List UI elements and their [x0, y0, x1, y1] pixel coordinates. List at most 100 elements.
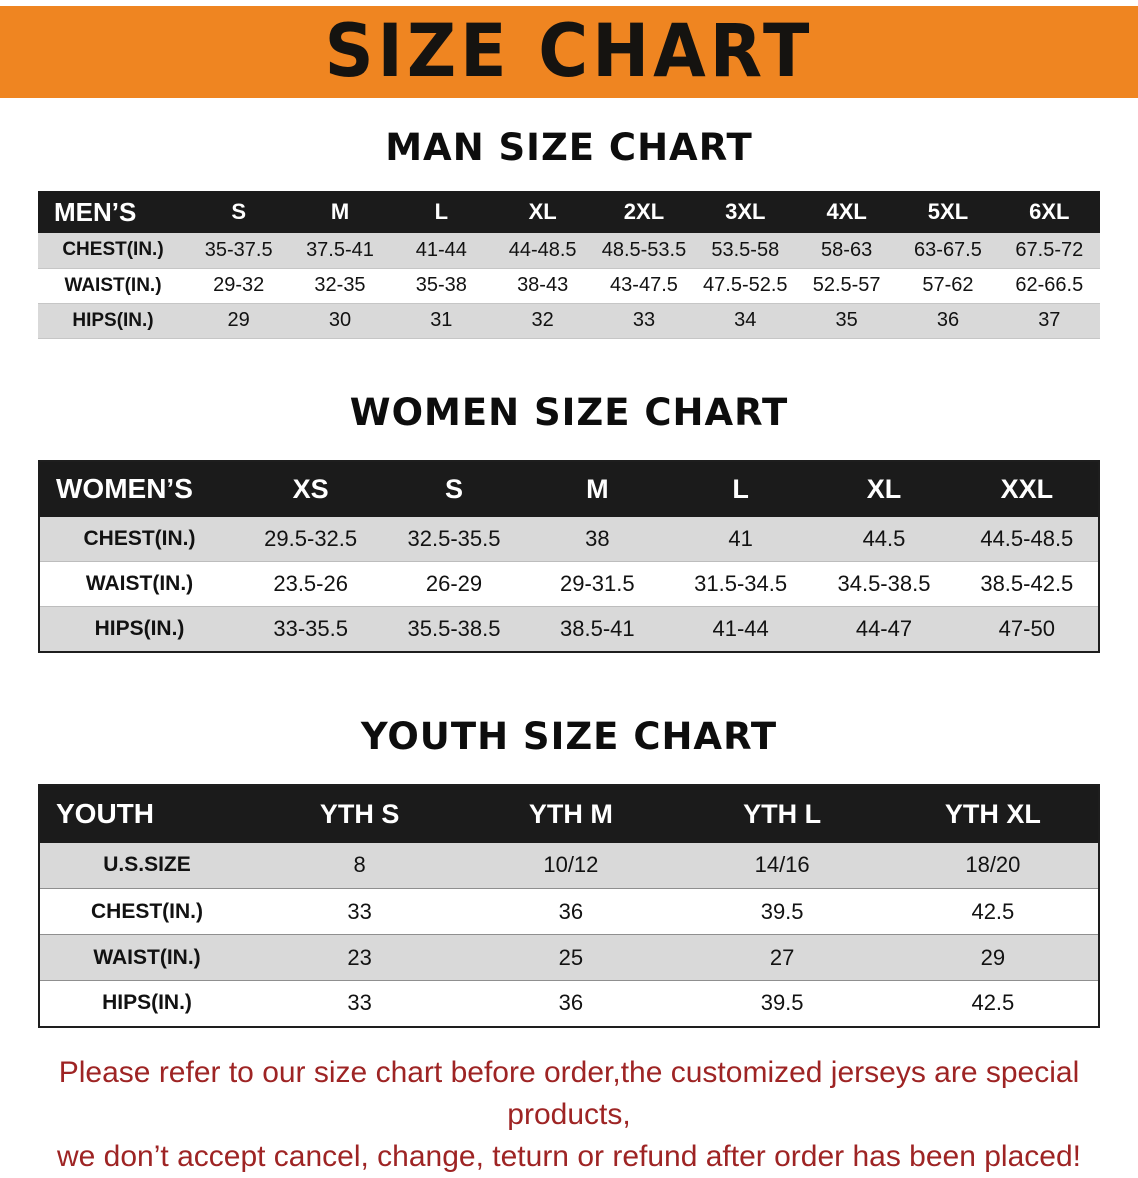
measurement-label: HIPS(IN.)	[72, 309, 154, 331]
size-column-header: XS	[239, 460, 383, 517]
size-value-cell: 53.5-58	[711, 238, 780, 261]
size-value-cell: 35.5-38.5	[407, 615, 501, 641]
size-value-cell: 37	[1038, 309, 1061, 331]
youth-section: YOUTH SIZE CHART YOUTH YTH S YTH M YTH L YTH…	[0, 715, 1138, 1028]
data-row: CHEST(IN.) 35-37.5 37.5-41 41-44 44-48.5 48.5…	[38, 233, 1100, 268]
size-value-cell: 58-63	[821, 238, 873, 261]
size-value-cell: 38-43	[517, 274, 569, 296]
data-row: HIPS(IN.) 29 30 31 32 33 34 35 36 37	[38, 303, 1100, 338]
table-title-cell: MEN’S	[38, 191, 188, 233]
size-column-header: XL	[491, 191, 594, 233]
notice-line-2: we don’t accept cancel, change, teturn o…	[57, 1139, 1081, 1173]
banner: SIZE CHART	[0, 6, 1138, 98]
size-value-cell: 44.5-48.5	[980, 525, 1074, 551]
size-column-header: M	[289, 191, 391, 233]
women-size-table: WOMEN’S XS S M L XL XXL CHEST(IN.) 29.5-32.5 32.5…	[38, 459, 1100, 653]
size-value-cell: 23.5-26	[273, 571, 348, 596]
men-section-heading: MAN SIZE CHART	[385, 126, 753, 169]
header-row: YOUTH YTH S YTH M YTH L YTH XL	[39, 784, 1099, 843]
size-column-header: 2XL	[593, 191, 695, 233]
size-value-cell: 41-44	[712, 615, 769, 641]
size-column-header: S	[188, 191, 290, 233]
size-column-header: 5XL	[897, 191, 999, 233]
data-row: HIPS(IN.) 33-35.5 35.5-38.5 38.5-41 41-44 44-…	[39, 606, 1099, 652]
data-row: U.S.SIZE 8 10/12 14/16 18/20	[39, 842, 1099, 889]
size-value-cell: 32-35	[314, 274, 366, 296]
size-value-cell: 36	[558, 898, 584, 924]
size-value-cell: 52.5-57	[812, 274, 881, 296]
size-column-header: L	[390, 191, 492, 233]
size-value-cell: 29	[980, 944, 1006, 970]
size-column-header: XL	[812, 460, 956, 517]
youth-size-table: YOUTH YTH S YTH M YTH L YTH XL U.S.SIZE 8 10/12…	[38, 783, 1100, 1028]
women-section-heading: WOMEN SIZE CHART	[349, 390, 789, 434]
size-column-header: M	[525, 460, 669, 517]
size-value-cell: 36	[936, 309, 960, 331]
size-value-cell: 35-38	[415, 274, 467, 296]
data-row: WAIST(IN.) 23.5-26 26-29 29-31.5 31.5-34.5 34…	[39, 561, 1099, 607]
size-value-cell: 39.5	[760, 898, 804, 924]
size-column-header: YTH M	[465, 784, 677, 843]
size-column-header: 6XL	[998, 191, 1100, 233]
size-column-header: L	[668, 460, 813, 517]
size-value-cell: 29.5-32.5	[264, 525, 358, 551]
size-value-cell: 8	[353, 852, 366, 878]
size-value-cell: 18/20	[965, 852, 1021, 878]
size-value-cell: 36	[558, 990, 584, 1016]
size-value-cell: 34	[734, 309, 757, 331]
header-row: WOMEN’S XS S M L XL XXL	[39, 460, 1099, 517]
size-value-cell: 35	[835, 309, 858, 331]
size-value-cell: 33	[347, 990, 372, 1016]
size-value-cell: 44-47	[855, 615, 913, 641]
measurement-label: HIPS(IN.)	[102, 991, 192, 1015]
size-value-cell: 27	[769, 944, 795, 970]
data-row: WAIST(IN.) 23 25 27 29	[39, 934, 1099, 981]
table-title-cell: WOMEN’S	[39, 460, 239, 517]
size-value-cell: 26-29	[425, 571, 483, 596]
size-column-header: YTH S	[254, 784, 466, 843]
youth-section-heading: YOUTH SIZE CHART	[360, 714, 778, 758]
order-notice: Please refer to our size chart before or…	[14, 1052, 1124, 1178]
size-value-cell: 42.5	[971, 990, 1015, 1016]
men-section: MAN SIZE CHART MEN’S S M L XL 2XL 3XL 4XL 5XL 6XL…	[0, 126, 1138, 339]
size-value-cell: 33	[347, 898, 372, 924]
data-row: HIPS(IN.) 33 36 39.5 42.5	[39, 980, 1099, 1027]
measurement-label: CHEST(IN.)	[91, 899, 203, 923]
measurement-label: CHEST(IN.)	[62, 239, 164, 261]
size-value-cell: 39.5	[760, 990, 804, 1016]
measurement-label: WAIST(IN.)	[64, 274, 162, 296]
size-value-cell: 14/16	[754, 852, 810, 878]
measurement-label: WAIST(IN.)	[93, 945, 201, 969]
size-value-cell: 41	[728, 525, 753, 551]
data-row: CHEST(IN.) 29.5-32.5 32.5-35.5 38 41 44.5 44.5…	[39, 516, 1099, 562]
size-value-cell: 47-50	[998, 615, 1055, 641]
size-value-cell: 34.5-38.5	[837, 571, 931, 596]
size-value-cell: 44-48.5	[508, 238, 577, 261]
size-value-cell: 32.5-35.5	[407, 525, 501, 551]
size-value-cell: 47.5-52.5	[703, 274, 788, 296]
measurement-label: U.S.SIZE	[103, 853, 191, 877]
data-row: CHEST(IN.) 33 36 39.5 42.5	[39, 888, 1099, 935]
size-value-cell: 38.5-41	[560, 615, 635, 641]
size-value-cell: 43-47.5	[610, 274, 678, 296]
measurement-label: WAIST(IN.)	[85, 572, 194, 595]
size-value-cell: 33-35.5	[273, 615, 348, 641]
measurement-label: CHEST(IN.)	[83, 526, 196, 550]
size-value-cell: 62-66.5	[1015, 274, 1084, 296]
size-value-cell: 31	[430, 309, 453, 331]
size-column-header: XXL	[955, 460, 1099, 517]
size-value-cell: 30	[328, 309, 352, 331]
notice-line-1: Please refer to our size chart before or…	[58, 1055, 1080, 1131]
size-column-header: 4XL	[795, 191, 898, 233]
measurement-label: HIPS(IN.)	[94, 616, 185, 640]
men-size-table: MEN’S S M L XL 2XL 3XL 4XL 5XL 6XL CHEST(IN.) 35-37…	[38, 191, 1100, 339]
size-value-cell: 57-62	[922, 274, 974, 296]
data-row: WAIST(IN.) 29-32 32-35 35-38 38-43 43-47.5 47.…	[38, 268, 1100, 303]
size-value-cell: 67.5-72	[1015, 238, 1084, 261]
size-value-cell: 29-32	[213, 274, 265, 296]
size-value-cell: 38.5-42.5	[980, 571, 1074, 596]
size-value-cell: 35-37.5	[204, 238, 273, 261]
size-column-header: S	[382, 460, 526, 517]
size-value-cell: 25	[558, 944, 584, 970]
